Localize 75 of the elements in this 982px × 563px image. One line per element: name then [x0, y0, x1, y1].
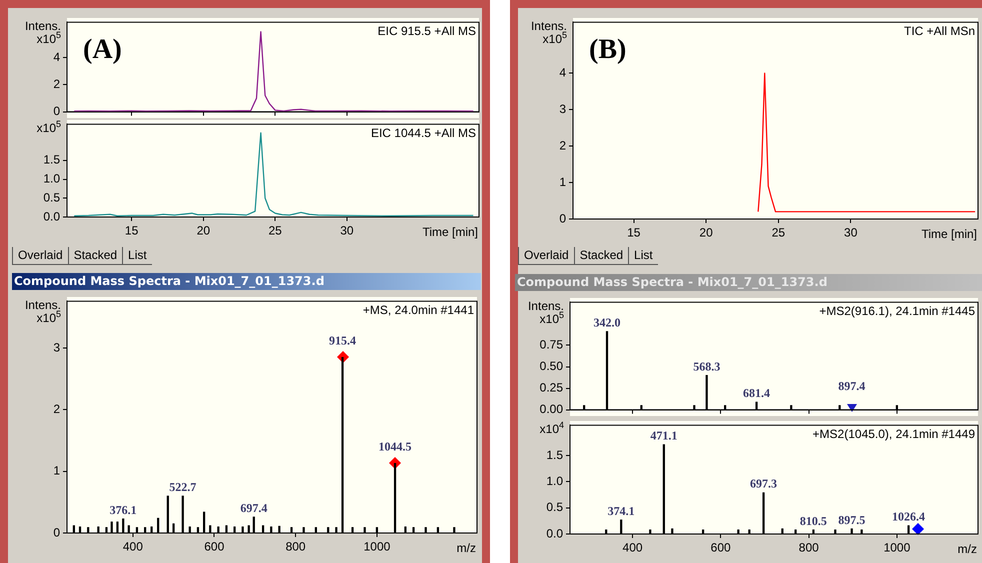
- text: Overlaid: [518, 247, 574, 265]
- annotation: 915.4: [329, 333, 356, 348]
- y-tick-label: 1.0: [43, 172, 60, 186]
- x-axis-title: m/z: [958, 542, 977, 556]
- annotation: (A): [83, 34, 122, 66]
- x-axis-title: Time [min]: [921, 227, 977, 241]
- x-tick-label: 25: [268, 224, 282, 238]
- y-tick-label: 0.50: [540, 359, 564, 374]
- chart-title: +MS2(916.1), 24.1min #1445: [819, 304, 976, 318]
- x-tick-label: 1000: [364, 540, 391, 554]
- y-tick-label: 0: [559, 211, 566, 226]
- y-tick-label: 0.75: [540, 338, 564, 352]
- y-tick-label: 2: [53, 402, 60, 416]
- annotation: 897.5: [838, 512, 866, 527]
- y-tick-label: 1: [559, 174, 566, 189]
- y-tick-label: 4: [559, 66, 566, 80]
- y-tick-label: 1.5: [546, 448, 564, 462]
- text: Overlaid: [12, 247, 68, 265]
- y-tick-label: 4: [53, 50, 60, 64]
- x-tick-label: 25: [772, 226, 786, 240]
- annotation: 374.1: [608, 504, 635, 518]
- text: List: [122, 247, 152, 265]
- text: Stacked: [68, 247, 122, 265]
- x-tick-label: 400: [622, 540, 643, 555]
- annotation: 810.5: [800, 514, 827, 528]
- annotation: 1026.4: [892, 510, 926, 524]
- chart-title: +MS, 24.0min #1441: [362, 303, 474, 318]
- annotation: (B): [589, 34, 626, 66]
- text: List: [628, 247, 658, 265]
- chart-title: EIC 1044.5 +All MS: [370, 126, 476, 140]
- x-axis-title: Time [min]: [422, 225, 478, 239]
- x-tick-label: 600: [710, 540, 732, 555]
- chart-title: EIC 915.5 +All MS: [378, 24, 476, 38]
- annotation: 897.4: [838, 378, 866, 393]
- chart-title: TIC +All MSn: [904, 24, 975, 38]
- chart-title: +MS2(1045.0), 24.1min #1449: [812, 427, 976, 442]
- annotation: 471.1: [650, 428, 678, 443]
- x-tick-label: 800: [798, 540, 820, 555]
- x-tick-label: 30: [340, 224, 354, 238]
- annotation: 376.1: [110, 502, 137, 517]
- chart-subtitle: Compound Mass Spectra - Mix01_7_01_1373.d: [12, 273, 481, 290]
- chart-subtitle: Compound Mass Spectra - Mix01_7_01_1373.d: [515, 274, 982, 291]
- y-tick-label: 3: [559, 102, 566, 116]
- y-tick-label: 1.5: [43, 152, 60, 167]
- y-tick-label: 0.5: [546, 500, 564, 514]
- y-tick-label: 0.0: [43, 209, 60, 224]
- x-tick-label: 20: [699, 226, 714, 240]
- y-tick-label: 3: [53, 340, 60, 354]
- y-tick-label: 2: [53, 76, 60, 91]
- y-tick-label: 0.0: [546, 526, 564, 540]
- x-tick-label: 30: [844, 226, 858, 240]
- x-tick-label: 20: [196, 224, 210, 238]
- annotation: 1044.5: [378, 439, 412, 454]
- annotation: 568.3: [693, 359, 720, 374]
- x-tick-label: 600: [204, 540, 225, 554]
- text: Stacked: [574, 247, 628, 265]
- y-tick-label: 0.00: [540, 402, 564, 416]
- y-tick-label: 0: [53, 525, 60, 540]
- annotation: 697.4: [240, 500, 268, 515]
- y-tick-label: 2: [559, 138, 566, 152]
- y-tick-label: 1.0: [546, 474, 564, 488]
- annotation: 681.4: [743, 386, 770, 400]
- x-axis-title: m/z: [456, 541, 476, 555]
- annotation: 697.3: [750, 476, 778, 491]
- x-tick-label: 15: [627, 226, 641, 240]
- y-tick-label: 1: [53, 464, 60, 478]
- x-tick-label: 1000: [884, 540, 911, 555]
- annotation: 342.0: [594, 315, 621, 330]
- annotation: 522.7: [169, 480, 196, 494]
- y-tick-label: 0.25: [540, 380, 564, 395]
- x-tick-label: 400: [122, 540, 144, 554]
- x-tick-label: 15: [124, 224, 139, 238]
- y-tick-label: 0.5: [43, 190, 60, 204]
- x-tick-label: 800: [286, 540, 306, 554]
- y-tick-label: 0: [53, 104, 60, 118]
